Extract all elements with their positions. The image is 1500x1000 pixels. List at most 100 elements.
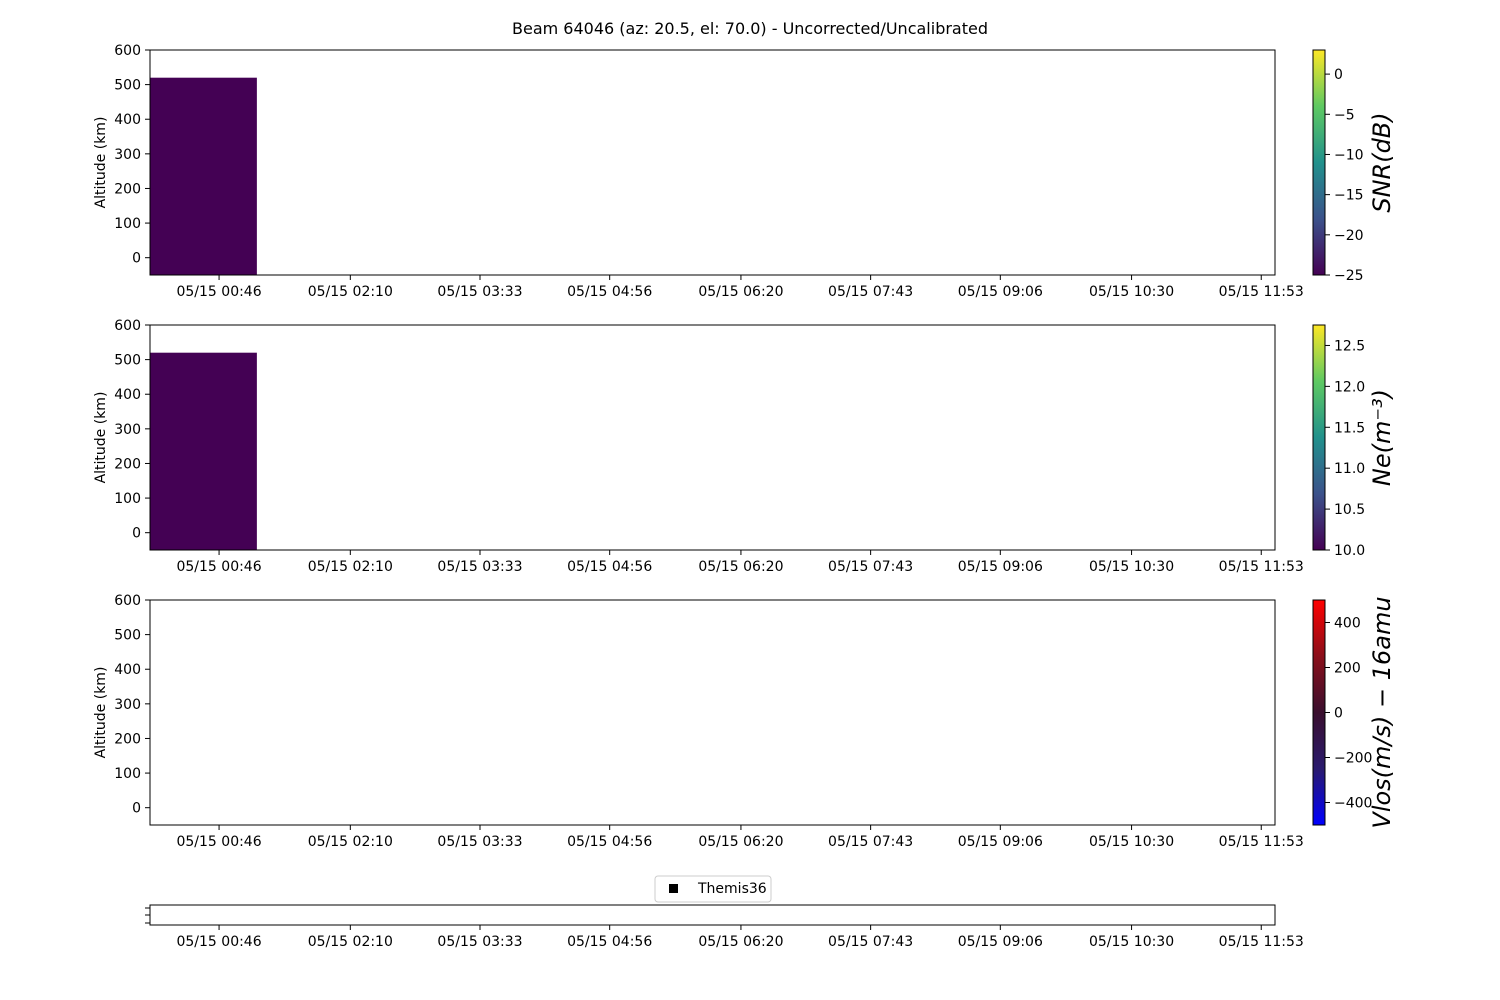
y-tick-label: 400 xyxy=(114,112,141,128)
axes-frame xyxy=(149,49,1276,276)
legend: Themis36 xyxy=(654,875,772,903)
colorbar-label: SNR(dB) xyxy=(1368,112,1396,212)
x-tick-label: 05/15 11:53 xyxy=(1219,834,1304,850)
colorbar-tick-label: 0 xyxy=(1334,67,1343,83)
y-tick-label: 500 xyxy=(114,628,141,644)
colorbar-tick-label: 11.5 xyxy=(1334,420,1365,436)
y-tick-label: 600 xyxy=(114,43,141,59)
axes-frame xyxy=(149,324,1276,551)
x-tick-label: 05/15 09:06 xyxy=(958,934,1043,950)
y-tick-label: 0 xyxy=(132,526,141,542)
x-tick-label: 05/15 04:56 xyxy=(567,934,652,950)
x-tick-label: 05/15 07:43 xyxy=(828,559,913,575)
colorbar-label: Vlos(m/s) − 16amu xyxy=(1368,596,1396,828)
y-tick-label: 600 xyxy=(114,318,141,334)
y-axis-label: Altitude (km) xyxy=(93,117,109,209)
legend-box xyxy=(654,875,772,903)
x-tick-label: 05/15 10:30 xyxy=(1089,934,1174,950)
colorbar-tick-label: −10 xyxy=(1334,147,1364,163)
panels: 05/15 00:46 05/15 02:10 05/15 03:33 05/15 0… xyxy=(93,43,1396,950)
colorbar-tick-label: 12.0 xyxy=(1334,379,1365,395)
panel-ne: 05/15 00:46 05/15 02:10 05/15 03:33 05/15 0… xyxy=(93,318,1396,575)
colorbar-tick-label: 0 xyxy=(1334,706,1343,722)
colorbar-tick-label: 10.5 xyxy=(1334,502,1365,518)
x-tick-label: 05/15 06:20 xyxy=(698,934,783,950)
legend-label: Themis36 xyxy=(697,881,767,897)
axes-frame xyxy=(149,599,1276,826)
heatmap-cell-0 xyxy=(150,352,257,550)
x-tick-label: 05/15 03:33 xyxy=(437,284,522,300)
x-tick-label: 05/15 11:53 xyxy=(1219,934,1304,950)
x-tick-label: 05/15 11:53 xyxy=(1219,284,1304,300)
x-tick-label: 05/15 06:20 xyxy=(698,559,783,575)
y-tick-label: 200 xyxy=(114,731,141,747)
colorbar-tick-label: −15 xyxy=(1334,188,1364,204)
heatmap-cell-0 xyxy=(150,77,257,275)
x-tick-label: 05/15 00:46 xyxy=(176,834,261,850)
y-tick-label: 300 xyxy=(114,147,141,163)
colorbar-tick-label: 11.0 xyxy=(1334,461,1365,477)
figure-title: Beam 64046 (az: 20.5, el: 70.0) - Uncorr… xyxy=(512,19,988,38)
colorbar xyxy=(1312,599,1326,826)
x-tick-label: 05/15 03:33 xyxy=(437,934,522,950)
y-tick-label: 200 xyxy=(114,456,141,472)
x-tick-label: 05/15 02:10 xyxy=(308,284,393,300)
x-tick-label: 05/15 11:53 xyxy=(1219,559,1304,575)
colorbar-label: Ne(m⁻³) xyxy=(1368,389,1396,486)
y-axis-label: Altitude (km) xyxy=(93,392,109,484)
x-tick-label: 05/15 09:06 xyxy=(958,284,1043,300)
y-tick-label: 100 xyxy=(114,216,141,232)
x-tick-label: 05/15 09:06 xyxy=(958,559,1043,575)
x-tick-label: 05/15 02:10 xyxy=(308,934,393,950)
y-tick-label: 600 xyxy=(114,593,141,609)
legend-marker xyxy=(669,884,678,893)
x-tick-label: 05/15 02:10 xyxy=(308,559,393,575)
colorbar-tick-label: −20 xyxy=(1334,228,1364,244)
y-tick-label: 100 xyxy=(114,766,141,782)
panel-themis: 05/15 00:46 05/15 02:10 05/15 03:33 05/15 0… xyxy=(145,875,1304,950)
panel-vlos: 05/15 00:46 05/15 02:10 05/15 03:33 05/15 0… xyxy=(93,593,1396,850)
x-tick-label: 05/15 10:30 xyxy=(1089,559,1174,575)
y-tick-label: 400 xyxy=(114,662,141,678)
colorbar-tick-label: −5 xyxy=(1334,107,1355,123)
panel-snr: 05/15 00:46 05/15 02:10 05/15 03:33 05/15 0… xyxy=(93,43,1396,300)
x-tick-label: 05/15 07:43 xyxy=(828,834,913,850)
colorbar-tick-label: −25 xyxy=(1334,268,1364,284)
y-tick-label: 200 xyxy=(114,181,141,197)
x-tick-label: 05/15 09:06 xyxy=(958,834,1043,850)
colorbar xyxy=(1312,324,1326,551)
x-tick-label: 05/15 03:33 xyxy=(437,834,522,850)
y-tick-label: 400 xyxy=(114,387,141,403)
x-tick-label: 05/15 00:46 xyxy=(176,934,261,950)
colorbar-tick-label: 200 xyxy=(1334,661,1361,677)
x-tick-label: 05/15 02:10 xyxy=(308,834,393,850)
x-tick-label: 05/15 00:46 xyxy=(176,559,261,575)
x-tick-label: 05/15 04:56 xyxy=(567,834,652,850)
y-tick-label: 500 xyxy=(114,78,141,94)
colorbar-tick-label: 400 xyxy=(1334,616,1361,632)
x-tick-label: 05/15 00:46 xyxy=(176,284,261,300)
x-tick-label: 05/15 10:30 xyxy=(1089,284,1174,300)
y-tick-label: 0 xyxy=(132,251,141,267)
colorbar-tick-label: −200 xyxy=(1334,751,1372,767)
colorbar-tick-label: 12.5 xyxy=(1334,338,1365,354)
y-axis-label: Altitude (km) xyxy=(93,667,109,759)
x-tick-label: 05/15 10:30 xyxy=(1089,834,1174,850)
y-tick-label: 0 xyxy=(132,801,141,817)
axes-frame xyxy=(149,904,1276,926)
x-tick-label: 05/15 03:33 xyxy=(437,559,522,575)
y-tick-label: 500 xyxy=(114,353,141,369)
colorbar-tick-label: −400 xyxy=(1334,796,1372,812)
x-tick-label: 05/15 04:56 xyxy=(567,559,652,575)
x-tick-label: 05/15 06:20 xyxy=(698,284,783,300)
colorbar xyxy=(1312,49,1326,276)
x-tick-label: 05/15 04:56 xyxy=(567,284,652,300)
colorbar-tick-label: 10.0 xyxy=(1334,543,1365,559)
x-tick-label: 05/15 07:43 xyxy=(828,284,913,300)
y-tick-label: 300 xyxy=(114,697,141,713)
y-tick-label: 100 xyxy=(114,491,141,507)
x-tick-label: 05/15 07:43 xyxy=(828,934,913,950)
y-tick-label: 300 xyxy=(114,422,141,438)
x-tick-label: 05/15 06:20 xyxy=(698,834,783,850)
